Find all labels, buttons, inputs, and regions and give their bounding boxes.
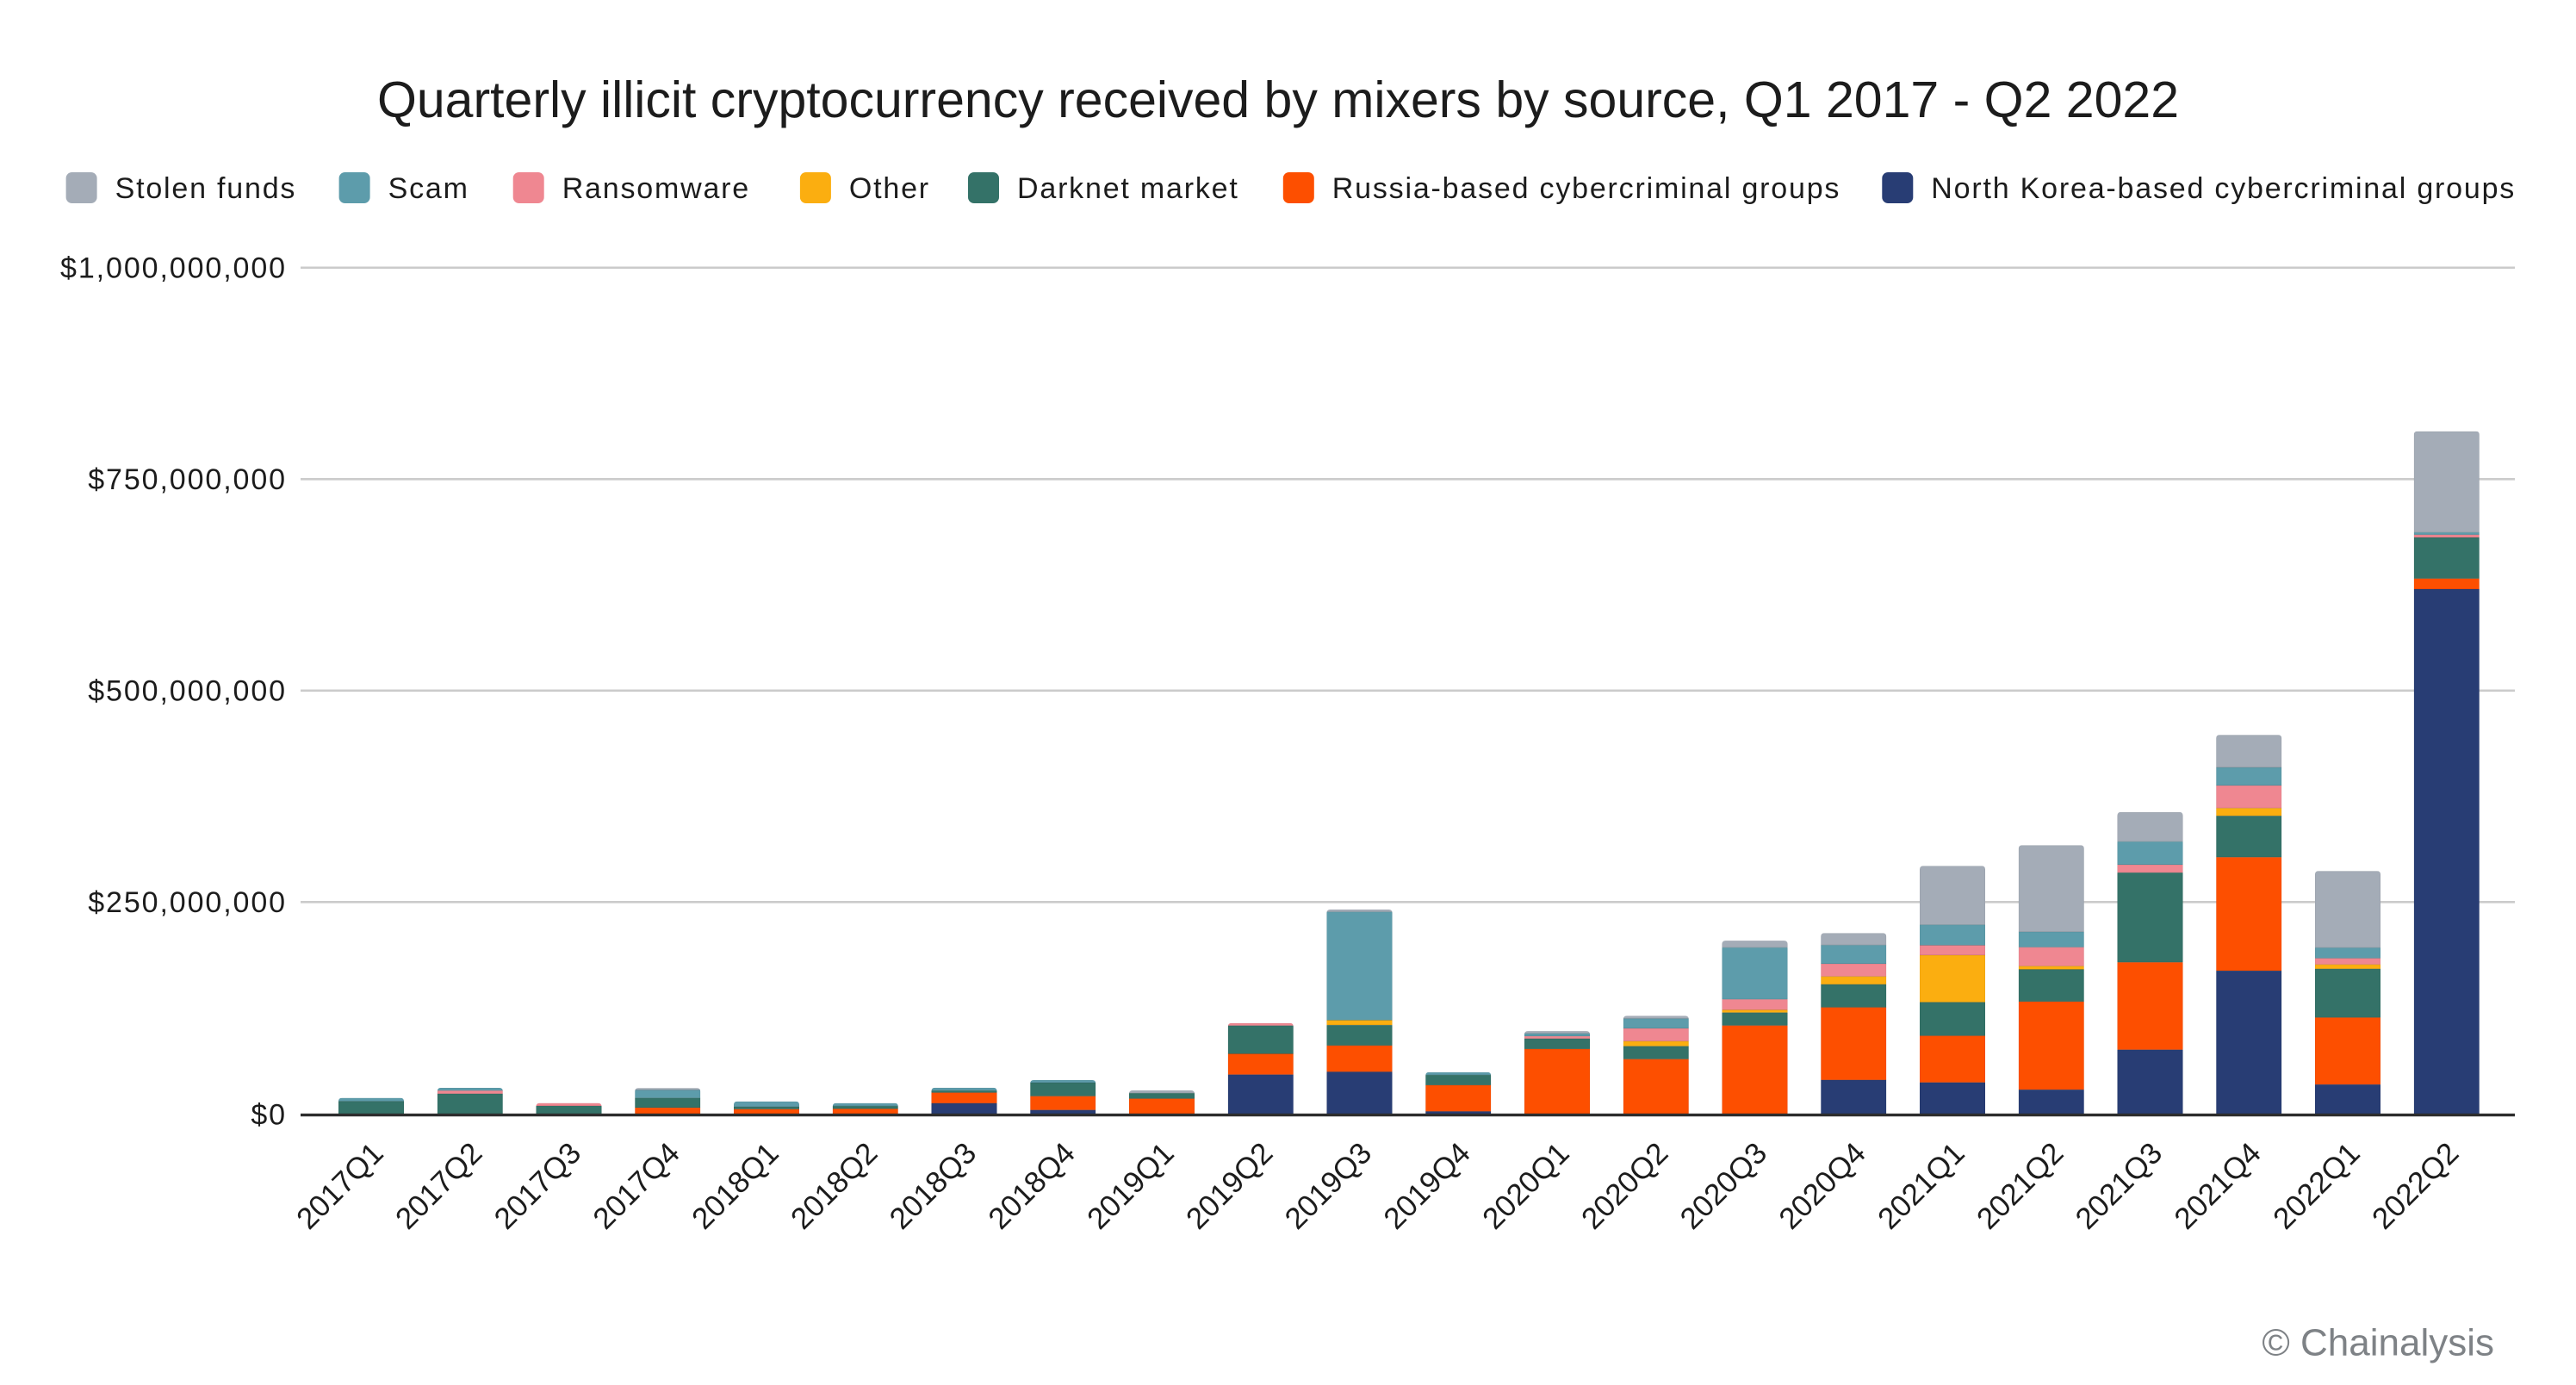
svg-text:Ransomware: Ransomware: [562, 172, 750, 205]
svg-text:Russia-based cybercriminal gro: Russia-based cybercriminal groups: [1332, 172, 1840, 205]
svg-text:Other: Other: [849, 172, 930, 205]
svg-text:Quarterly illicit cryptocurren: Quarterly illicit cryptocurrency receive…: [377, 71, 2179, 128]
svg-text:Scam: Scam: [388, 172, 469, 205]
svg-text:North Korea-based cybercrimina: North Korea-based cybercriminal groups: [1931, 172, 2516, 205]
svg-text:$250,000,000: $250,000,000: [88, 886, 287, 919]
svg-text:$750,000,000: $750,000,000: [88, 463, 287, 496]
svg-text:Stolen funds: Stolen funds: [115, 172, 297, 205]
svg-text:$0: $0: [251, 1098, 287, 1131]
svg-text:$500,000,000: $500,000,000: [88, 674, 287, 707]
svg-text:Darknet market: Darknet market: [1017, 172, 1239, 205]
svg-text:$1,000,000,000: $1,000,000,000: [60, 252, 287, 284]
svg-text:© Chainalysis: © Chainalysis: [2262, 1322, 2494, 1364]
